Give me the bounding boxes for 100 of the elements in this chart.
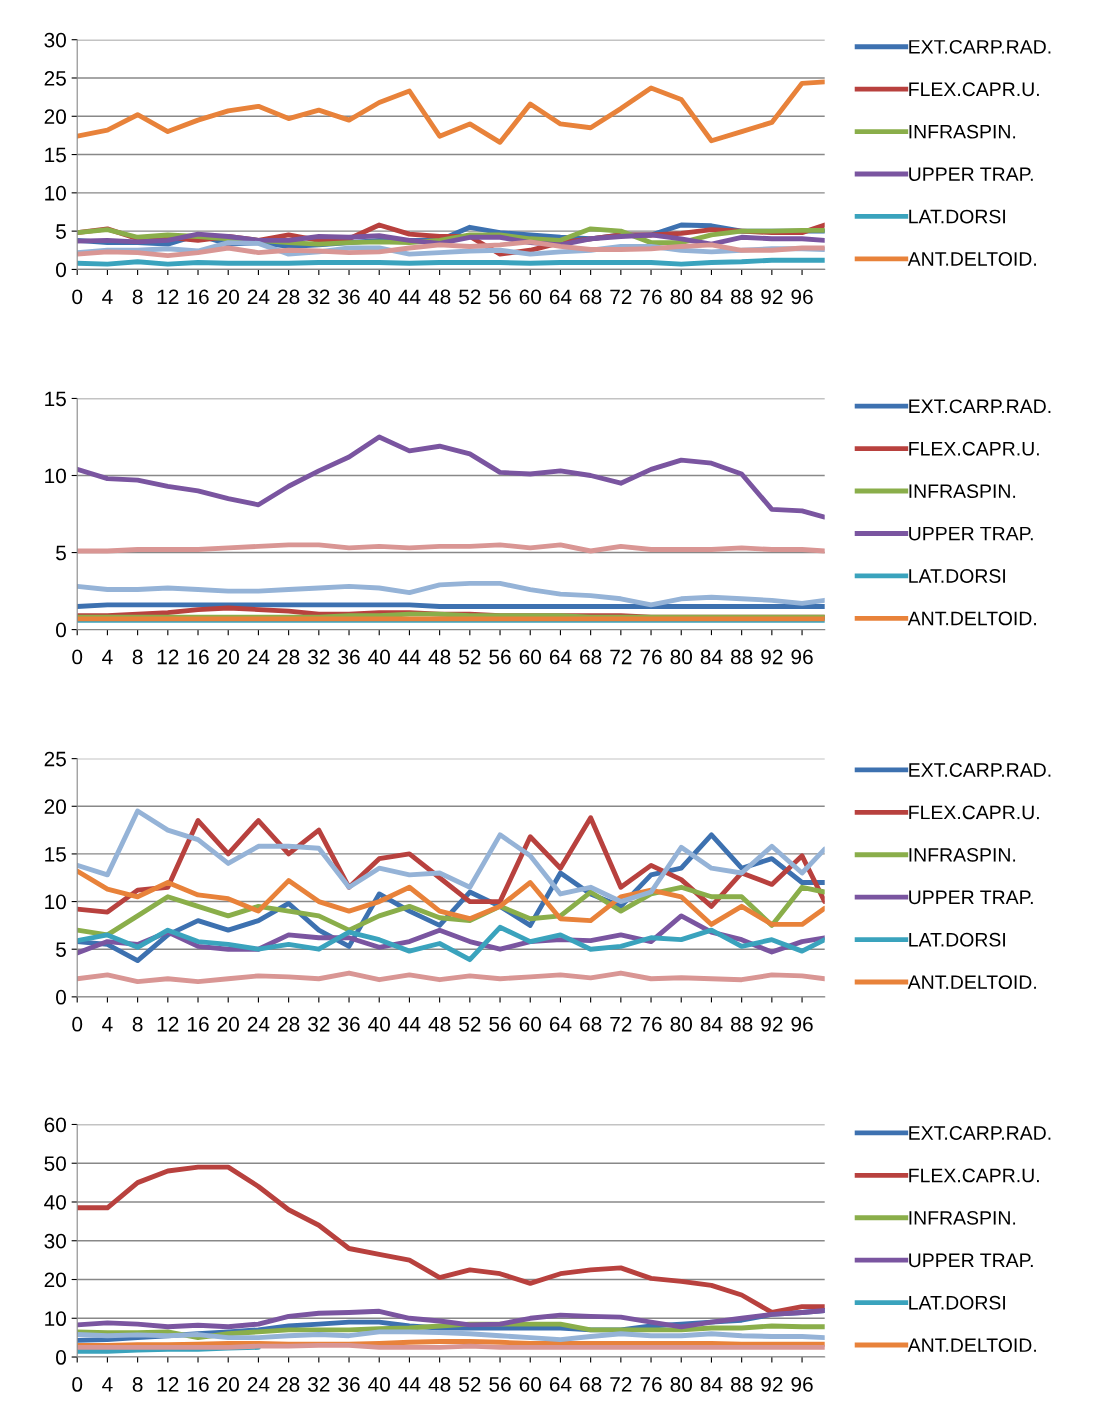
y-tick-label: 0 (56, 622, 66, 638)
legend-label: EXT.CARP.RAD. (909, 763, 1051, 777)
x-tick-label: 4 (102, 1017, 113, 1032)
x-tick-label: 36 (338, 649, 360, 665)
x-tick-label: 20 (217, 1377, 239, 1392)
x-tick-label: 4 (102, 649, 113, 665)
x-tick-label: 12 (157, 1377, 179, 1392)
x-tick-label: 24 (247, 1016, 270, 1032)
x-tick-label: 84 (700, 1016, 723, 1032)
legend-label: LAT.DORSI (909, 932, 1005, 947)
x-tick-label: 8 (132, 649, 143, 665)
x-tick-label: 52 (459, 1016, 481, 1032)
x-tick-label: 40 (368, 649, 390, 665)
x-tick-label: 56 (489, 1377, 511, 1392)
legend-label: ANT.DELTOID. (907, 1338, 1036, 1353)
y-tick-label: 15 (45, 847, 66, 862)
x-tick-label: 28 (278, 289, 300, 305)
x-tick-label: 52 (459, 289, 481, 305)
y-tick-label: 15 (45, 391, 66, 407)
x-tick-label: 80 (670, 289, 693, 305)
x-tick-label: 12 (157, 649, 179, 665)
legend-label: UPPER TRAP. (909, 526, 1033, 541)
x-tick-label: 8 (132, 1377, 143, 1392)
y-tick-label: 20 (44, 109, 66, 125)
x-tick-label: 0 (72, 289, 83, 305)
legend-label: FLEX.CAPR.U. (909, 1168, 1039, 1183)
x-tick-label: 0 (72, 1016, 83, 1032)
x-tick-label: 76 (640, 1016, 662, 1032)
x-tick-label: 88 (730, 289, 753, 305)
x-tick-label: 44 (398, 289, 421, 304)
legend-label: ANT.DELTOID. (907, 611, 1036, 626)
x-tick-label: 24 (247, 1377, 270, 1392)
x-tick-label: 48 (428, 1377, 451, 1392)
y-tick-label: 15 (45, 147, 66, 163)
x-tick-label: 76 (640, 649, 662, 665)
y-tick-label: 30 (44, 32, 66, 48)
x-tick-label: 48 (428, 289, 451, 305)
x-tick-label: 92 (761, 289, 783, 305)
legend-label: UPPER TRAP. (909, 167, 1033, 181)
x-tick-label: 12 (157, 1016, 179, 1032)
x-tick-label: 60 (519, 649, 542, 665)
x-tick-label: 52 (459, 1377, 481, 1392)
x-tick-label: 64 (549, 289, 572, 305)
legend-label: INFRASPIN. (909, 847, 1016, 862)
x-tick-label: 28 (278, 649, 300, 665)
x-tick-label: 72 (610, 649, 632, 665)
x-tick-label: 48 (428, 1016, 451, 1032)
legend-label: INFRASPIN. (909, 1210, 1016, 1225)
x-tick-label: 32 (308, 289, 330, 305)
legend-label: UPPER TRAP. (909, 890, 1033, 905)
x-tick-label: 16 (188, 1377, 209, 1392)
x-tick-label: 40 (368, 1016, 390, 1032)
x-tick-label: 16 (188, 289, 209, 305)
x-tick-label: 36 (338, 1377, 360, 1392)
x-tick-label: 72 (610, 289, 632, 304)
legend-label: ANT.DELTOID. (907, 252, 1036, 266)
x-tick-label: 92 (761, 1016, 783, 1032)
y-tick-label: 30 (44, 1233, 66, 1249)
x-tick-label: 36 (338, 1016, 360, 1032)
x-tick-label: 4 (102, 289, 113, 304)
x-tick-label: 0 (72, 649, 83, 665)
x-tick-label: 64 (549, 1016, 572, 1032)
x-tick-label: 68 (580, 649, 602, 665)
x-tick-label: 84 (700, 1377, 723, 1392)
x-tick-label: 96 (791, 1016, 813, 1032)
legend-label: ANT.DELTOID. (907, 975, 1036, 990)
legend-label: FLEX.CAPR.U. (909, 805, 1039, 820)
x-tick-label: 48 (428, 649, 451, 665)
x-tick-label: 44 (398, 649, 421, 665)
y-tick-label: 60 (44, 1117, 66, 1133)
y-tick-label: 20 (44, 799, 66, 815)
legend-label: LAT.DORSI (909, 209, 1005, 224)
x-tick-label: 80 (670, 649, 693, 665)
x-tick-label: 44 (398, 1377, 421, 1392)
y-tick-label: 25 (44, 751, 66, 767)
x-tick-label: 28 (278, 1377, 300, 1392)
y-tick-label: 20 (44, 1272, 66, 1288)
y-tick-label: 0 (56, 989, 66, 1005)
x-tick-label: 44 (398, 1017, 421, 1032)
x-tick-label: 12 (157, 289, 179, 304)
x-tick-label: 36 (338, 289, 360, 305)
legend-label: LAT.DORSI (909, 1295, 1005, 1310)
x-tick-label: 84 (700, 649, 723, 665)
x-tick-label: 16 (188, 649, 209, 665)
y-tick-label: 5 (56, 224, 66, 239)
legend-label: FLEX.CAPR.U. (909, 441, 1039, 456)
x-tick-label: 52 (459, 649, 481, 665)
x-tick-label: 32 (308, 1377, 330, 1392)
x-tick-label: 88 (730, 649, 753, 665)
x-tick-label: 72 (610, 1016, 632, 1032)
x-tick-label: 24 (247, 649, 270, 665)
x-tick-label: 88 (730, 1377, 753, 1392)
x-tick-label: 68 (580, 1016, 602, 1032)
x-tick-label: 88 (730, 1016, 753, 1032)
x-tick-label: 8 (132, 289, 143, 305)
x-tick-label: 60 (519, 289, 542, 305)
x-tick-label: 96 (791, 289, 813, 305)
x-tick-label: 28 (278, 1016, 300, 1032)
legend-label: EXT.CARP.RAD. (909, 39, 1051, 54)
y-tick-label: 0 (56, 262, 66, 278)
